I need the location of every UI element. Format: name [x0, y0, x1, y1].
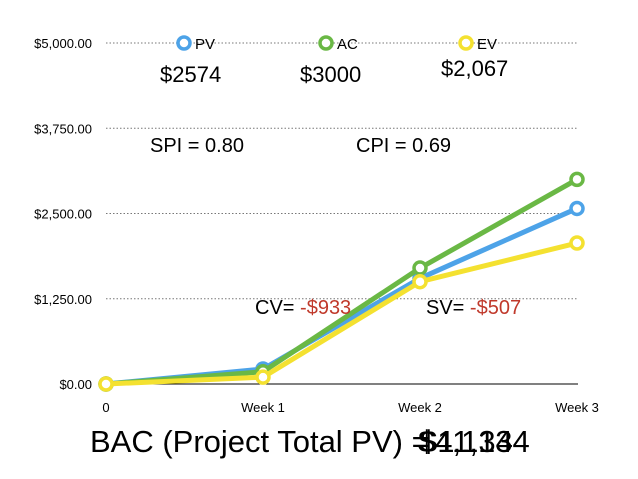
x-tick-label: Week 2	[398, 400, 442, 415]
legend: PV AC EV	[176, 35, 497, 53]
data-point	[412, 273, 428, 290]
y-tick-label: $1,250.00	[34, 292, 92, 307]
legend-item-ac: AC	[318, 35, 358, 53]
x-tick-label: 0	[102, 400, 109, 415]
bac-value-b: $11,134	[420, 424, 530, 459]
x-tick-labels: 0 Week 1 Week 2 Week 3	[102, 400, 599, 415]
legend-label: EV	[477, 36, 497, 53]
legend-label: AC	[337, 36, 358, 53]
legend-marker	[458, 35, 474, 51]
y-tick-labels: $0.00 $1,250.00 $2,500.00 $3,750.00 $5,000.0…	[34, 36, 92, 392]
bac-annotation: BAC (Project Total PV) = $4,134 $11,134	[90, 424, 530, 460]
ac-value-annotation: $3000	[300, 62, 362, 87]
cv-annotation: CV= -$933	[255, 297, 351, 320]
ev-value-annotation: $2,067	[441, 56, 509, 81]
y-tick-label: $2,500.00	[34, 207, 92, 222]
cv-value: -$933	[300, 297, 352, 319]
sv-value: -$507	[469, 297, 522, 319]
y-tick-label: $3,750.00	[34, 121, 92, 136]
series-ev	[98, 235, 585, 392]
bac-label: BAC (Project Total PV) =	[90, 424, 430, 459]
data-point	[569, 171, 585, 188]
y-tick-label: $0.00	[59, 377, 92, 392]
data-point	[98, 376, 114, 392]
legend-item-ev: EV	[458, 35, 497, 53]
legend-label: PV	[195, 36, 215, 53]
legend-marker	[176, 35, 192, 51]
series-line	[105, 177, 579, 387]
legend-marker	[318, 35, 334, 51]
cpi-annotation: CPI = 0.69	[356, 135, 452, 157]
series-line	[105, 240, 578, 387]
data-point	[255, 369, 271, 385]
pv-value-annotation: $2574	[160, 62, 222, 87]
sv-annotation: SV= -$507	[426, 297, 521, 320]
legend-item-pv: PV	[176, 35, 215, 53]
grid-lines	[106, 42, 578, 300]
data-point	[569, 235, 585, 251]
bac-value-a: $4,134	[418, 424, 513, 459]
series-ac	[98, 171, 585, 392]
cv-label: CV=	[255, 297, 301, 319]
x-tick-label: Week 3	[555, 400, 599, 415]
y-tick-label: $5,000.00	[34, 36, 92, 51]
series-lines	[98, 171, 585, 392]
spi-annotation: SPI = 0.80	[150, 135, 244, 157]
data-point	[569, 200, 585, 217]
sv-label: SV=	[426, 297, 470, 319]
data-point	[412, 260, 428, 276]
x-tick-label: Week 1	[241, 400, 285, 415]
